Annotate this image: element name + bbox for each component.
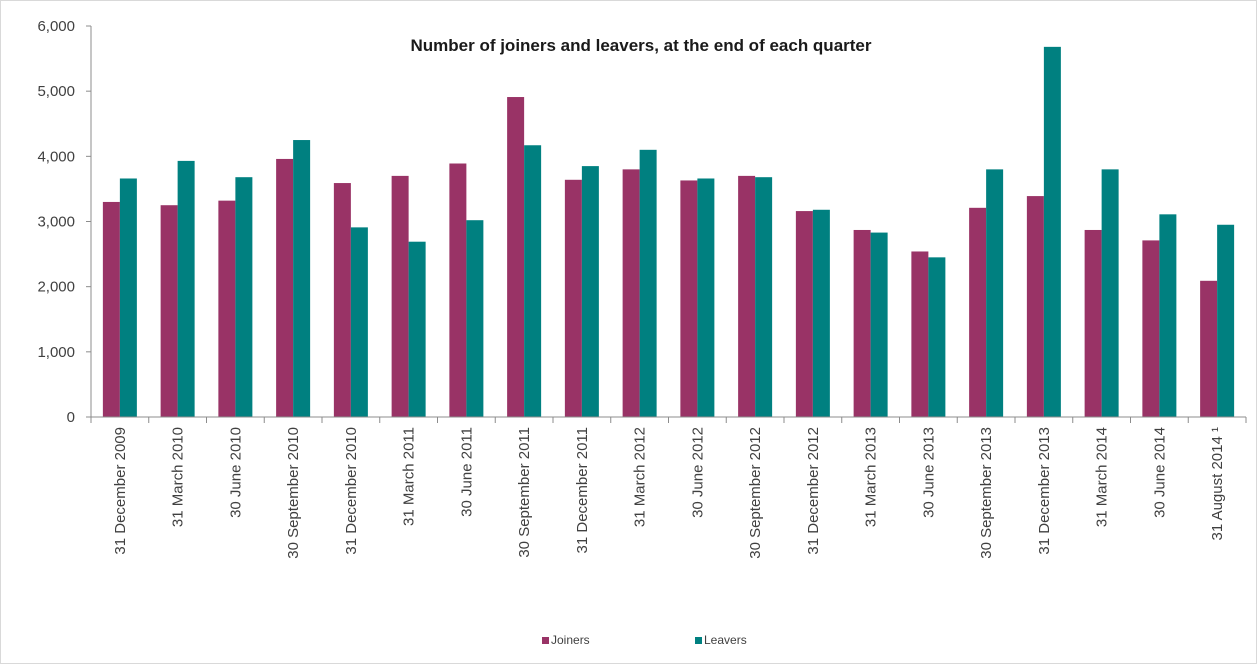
axes: [90, 26, 1246, 418]
x-category-label: 30 June 2012: [689, 427, 706, 518]
x-category-label: 31 March 2013: [863, 427, 880, 527]
bar-leavers: [235, 177, 253, 417]
bar-joiners: [1142, 240, 1160, 417]
legend-swatch: [542, 637, 549, 644]
y-tick-label: 3,000: [37, 214, 75, 231]
x-category-label: 31 March 2012: [632, 427, 649, 527]
bar-leavers: [293, 140, 311, 417]
bar-joiners: [333, 183, 351, 417]
x-category-label: 30 June 2014: [1151, 427, 1168, 518]
x-category-label: 31 December 2011: [574, 427, 591, 553]
bar-leavers: [812, 209, 830, 417]
x-category-label: 31 December 2009: [112, 427, 129, 555]
legend-label: Joiners: [551, 633, 590, 647]
x-category-label: 31 March 2010: [170, 427, 187, 527]
bar-leavers: [350, 227, 368, 417]
bar-joiners: [1026, 196, 1044, 417]
bar-leavers: [1043, 46, 1061, 417]
x-category-label: 30 September 2011: [516, 427, 533, 558]
x-category-label: 30 June 2011: [458, 427, 475, 517]
y-tick-label: 2,000: [37, 279, 75, 296]
bar-joiners: [853, 229, 871, 417]
y-tick-label: 5,000: [37, 83, 75, 100]
bar-joiners: [160, 205, 178, 417]
bar-joiners: [738, 175, 756, 417]
bar-leavers: [639, 149, 657, 418]
bar-leavers: [986, 169, 1004, 417]
bar-joiners: [680, 180, 698, 417]
y-axis-ticks: 0 1,000 2,000 3,000 4,000 5,000 6,000: [37, 18, 91, 426]
bar-leavers: [755, 177, 773, 417]
chart-title: Number of joiners and leavers, at the en…: [410, 36, 871, 55]
x-category-label: 30 September 2013: [978, 427, 995, 559]
bar-joiners: [911, 251, 929, 417]
bars-group: [102, 46, 1235, 418]
bar-leavers: [524, 145, 542, 417]
bar-leavers: [928, 257, 946, 417]
bar-joiners: [391, 175, 409, 417]
x-axis-ticks: [90, 417, 1247, 423]
x-category-label: 31 December 2010: [343, 427, 360, 555]
bar-leavers: [408, 241, 426, 417]
legend-swatch: [695, 637, 702, 644]
bar-leavers: [1101, 169, 1119, 417]
y-tick-label: 4,000: [37, 148, 75, 165]
bar-joiners: [622, 169, 640, 417]
x-category-label: 31 December 2013: [1036, 427, 1053, 555]
bar-leavers: [177, 160, 195, 417]
bar-leavers: [119, 178, 137, 417]
bar-leavers: [870, 232, 888, 417]
bar-joiners: [507, 97, 525, 417]
legend: Joiners Leavers: [542, 633, 747, 647]
x-category-label: 30 September 2012: [747, 427, 764, 559]
bar-joiners: [1084, 229, 1102, 417]
x-category-label: 30 September 2010: [285, 427, 302, 559]
bar-joiners: [1200, 280, 1218, 417]
bar-joiners: [218, 200, 236, 417]
bar-joiners: [449, 163, 467, 417]
bar-joiners: [795, 211, 813, 417]
x-category-label: 30 June 2010: [227, 427, 244, 518]
y-tick-label: 0: [67, 409, 75, 426]
y-tick-label: 1,000: [37, 344, 75, 361]
x-category-label: 31 August 2014 ¹: [1209, 427, 1226, 540]
x-category-label: 31 March 2011: [401, 427, 418, 526]
bar-leavers: [581, 166, 599, 417]
legend-label: Leavers: [704, 633, 747, 647]
bar-joiners: [102, 201, 120, 417]
bar-joiners: [276, 158, 294, 417]
bar-joiners: [564, 179, 582, 417]
y-tick-label: 6,000: [37, 18, 75, 35]
bar-leavers: [466, 220, 484, 417]
x-category-label: 30 June 2013: [920, 427, 937, 518]
bar-leavers: [1159, 214, 1177, 417]
bar-leavers: [1217, 224, 1235, 417]
bar-leavers: [697, 178, 715, 417]
x-axis-labels: 31 December 2009 31 March 2010 30 June 201…: [112, 427, 1226, 559]
x-category-label: 31 December 2012: [805, 427, 822, 555]
bar-joiners: [969, 207, 987, 417]
x-category-label: 31 March 2014: [1094, 427, 1111, 527]
